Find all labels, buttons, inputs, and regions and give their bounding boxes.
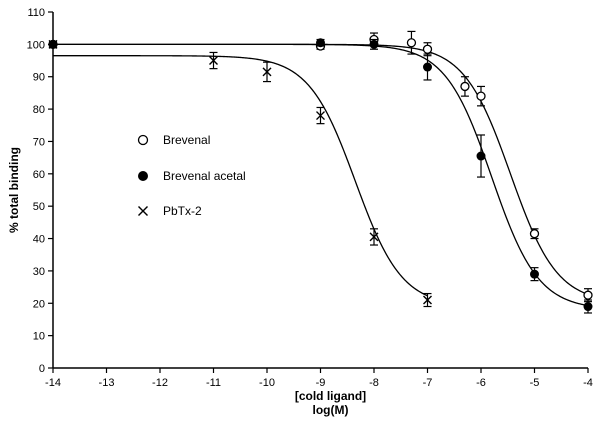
open-circle-marker bbox=[460, 81, 470, 92]
legend-item: PbTx-2 bbox=[138, 204, 202, 218]
cross-stroke bbox=[209, 56, 218, 66]
y-tick-label: 20 bbox=[33, 298, 45, 310]
x-tick-label: -11 bbox=[206, 377, 221, 389]
y-tick-label: 90 bbox=[33, 72, 45, 84]
data-point bbox=[529, 228, 540, 240]
x-tick-label: -9 bbox=[316, 377, 326, 389]
data-point bbox=[530, 267, 539, 282]
filled-circle-marker bbox=[316, 38, 325, 48]
y-axis-title: % total binding bbox=[7, 147, 21, 233]
cross-stroke bbox=[423, 295, 432, 305]
x-cross-marker bbox=[138, 206, 148, 216]
data-point bbox=[423, 292, 432, 308]
data-point bbox=[583, 299, 593, 314]
x-tick-label: -4 bbox=[583, 377, 593, 389]
y-tick-label: 100 bbox=[27, 39, 45, 51]
x-tick-label: -8 bbox=[369, 377, 379, 389]
x-cross-marker bbox=[316, 111, 325, 121]
x-tick-label: -12 bbox=[152, 377, 168, 389]
data-point bbox=[316, 38, 325, 48]
filled-circle-marker bbox=[423, 62, 432, 72]
x-cross-marker bbox=[209, 56, 218, 66]
fit-curve bbox=[53, 55, 428, 297]
data-point bbox=[209, 51, 218, 70]
data-point bbox=[476, 85, 486, 107]
data-point bbox=[369, 38, 379, 50]
legend-label: Brevenal bbox=[163, 133, 210, 147]
x-cross-marker bbox=[369, 232, 379, 242]
open-circle-marker bbox=[422, 44, 433, 54]
y-tick-label: 50 bbox=[33, 201, 45, 213]
data-point bbox=[406, 30, 417, 55]
y-tick-label: 110 bbox=[27, 7, 45, 19]
y-tick-label: 0 bbox=[39, 363, 45, 375]
fit-curve bbox=[53, 43, 589, 296]
data-points bbox=[48, 30, 593, 314]
data-point bbox=[423, 53, 432, 81]
legend-label: Brevenal acetal bbox=[163, 169, 246, 183]
y-tick-label: 30 bbox=[33, 266, 45, 278]
cross-stroke bbox=[369, 232, 379, 242]
open-circle-marker bbox=[529, 229, 540, 239]
y-tick-label: 60 bbox=[33, 169, 45, 181]
x-tick-label: -6 bbox=[476, 377, 486, 389]
legend-item: Brevenal acetal bbox=[138, 169, 246, 183]
legend-label: PbTx-2 bbox=[163, 204, 202, 218]
x-tick-label: -10 bbox=[259, 377, 275, 389]
y-tick-label: 80 bbox=[33, 104, 45, 116]
filled-circle-marker bbox=[583, 302, 593, 312]
y-tick-label: 10 bbox=[33, 331, 45, 343]
x-tick-label: -14 bbox=[45, 377, 61, 389]
legend: Brevenal Brevenal acetal PbTx-2 bbox=[137, 133, 246, 218]
x-cross-marker bbox=[262, 67, 272, 77]
legend-item: Brevenal bbox=[137, 133, 210, 147]
cross-stroke bbox=[48, 39, 58, 49]
cross-stroke bbox=[138, 206, 148, 216]
data-point bbox=[476, 134, 486, 178]
filled-circle-marker bbox=[138, 171, 148, 181]
data-point bbox=[369, 228, 379, 246]
x-axis-title-line1: [cold ligand] bbox=[295, 389, 366, 403]
open-circle-marker bbox=[137, 134, 149, 146]
x-tick-label: -5 bbox=[530, 377, 540, 389]
y-tick-label: 70 bbox=[33, 136, 45, 148]
fit-curve bbox=[53, 43, 589, 307]
cross-stroke bbox=[316, 111, 325, 121]
data-point bbox=[460, 76, 470, 97]
x-cross-marker bbox=[48, 39, 58, 49]
y-tick-label: 40 bbox=[33, 234, 45, 246]
cross-stroke bbox=[262, 67, 272, 77]
x-tick-label: -7 bbox=[423, 377, 433, 389]
x-cross-marker bbox=[423, 295, 432, 305]
filled-circle-marker bbox=[369, 39, 379, 49]
data-point bbox=[316, 106, 325, 125]
data-point bbox=[583, 288, 593, 303]
axes: 0 10 20 30 40 50 60 70 80 90 100 110 -14 -13 -12 -11 -10… bbox=[27, 7, 593, 389]
filled-circle-marker bbox=[530, 269, 539, 279]
filled-circle-marker bbox=[476, 151, 486, 161]
open-circle-marker bbox=[406, 38, 417, 48]
x-axis-title-line2: log(M) bbox=[313, 403, 349, 417]
data-point bbox=[262, 61, 272, 83]
x-tick-label: -13 bbox=[99, 377, 115, 389]
open-circle-marker bbox=[583, 290, 593, 300]
open-circle-marker bbox=[476, 91, 486, 101]
fit-curves bbox=[53, 43, 589, 307]
data-point bbox=[48, 39, 58, 49]
